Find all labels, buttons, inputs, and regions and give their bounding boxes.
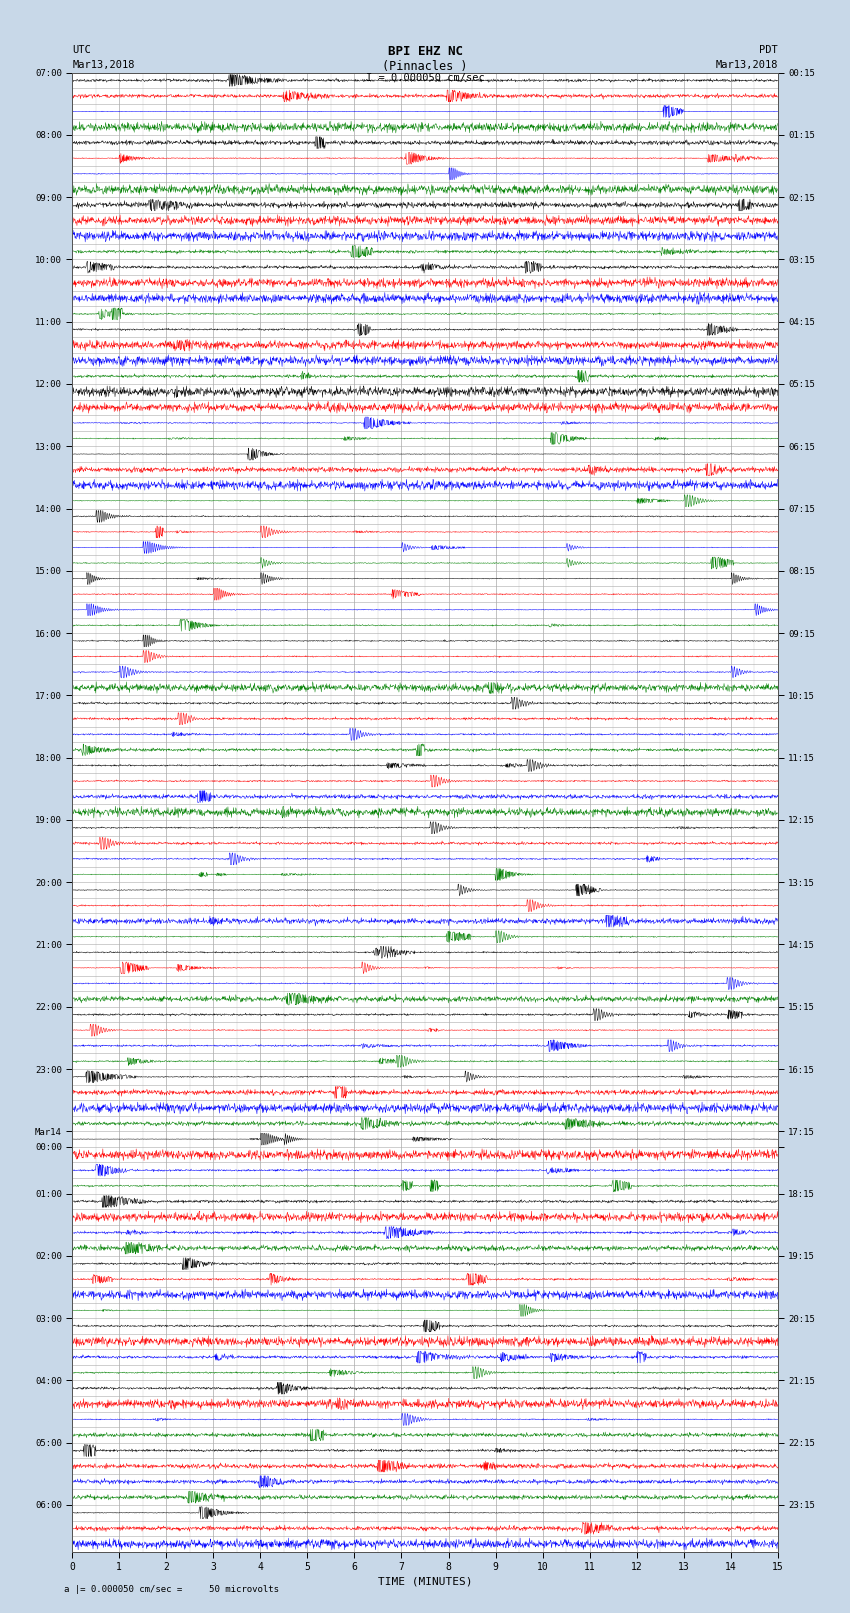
Text: PDT: PDT	[759, 45, 778, 55]
Text: Mar13,2018: Mar13,2018	[72, 60, 135, 69]
X-axis label: TIME (MINUTES): TIME (MINUTES)	[377, 1576, 473, 1586]
Text: BPI EHZ NC: BPI EHZ NC	[388, 45, 462, 58]
Text: Mar13,2018: Mar13,2018	[715, 60, 778, 69]
Text: I = 0.000050 cm/sec: I = 0.000050 cm/sec	[366, 73, 484, 82]
Text: (Pinnacles ): (Pinnacles )	[382, 60, 468, 73]
Text: a |= 0.000050 cm/sec =     50 microvolts: a |= 0.000050 cm/sec = 50 microvolts	[64, 1584, 279, 1594]
Text: UTC: UTC	[72, 45, 91, 55]
